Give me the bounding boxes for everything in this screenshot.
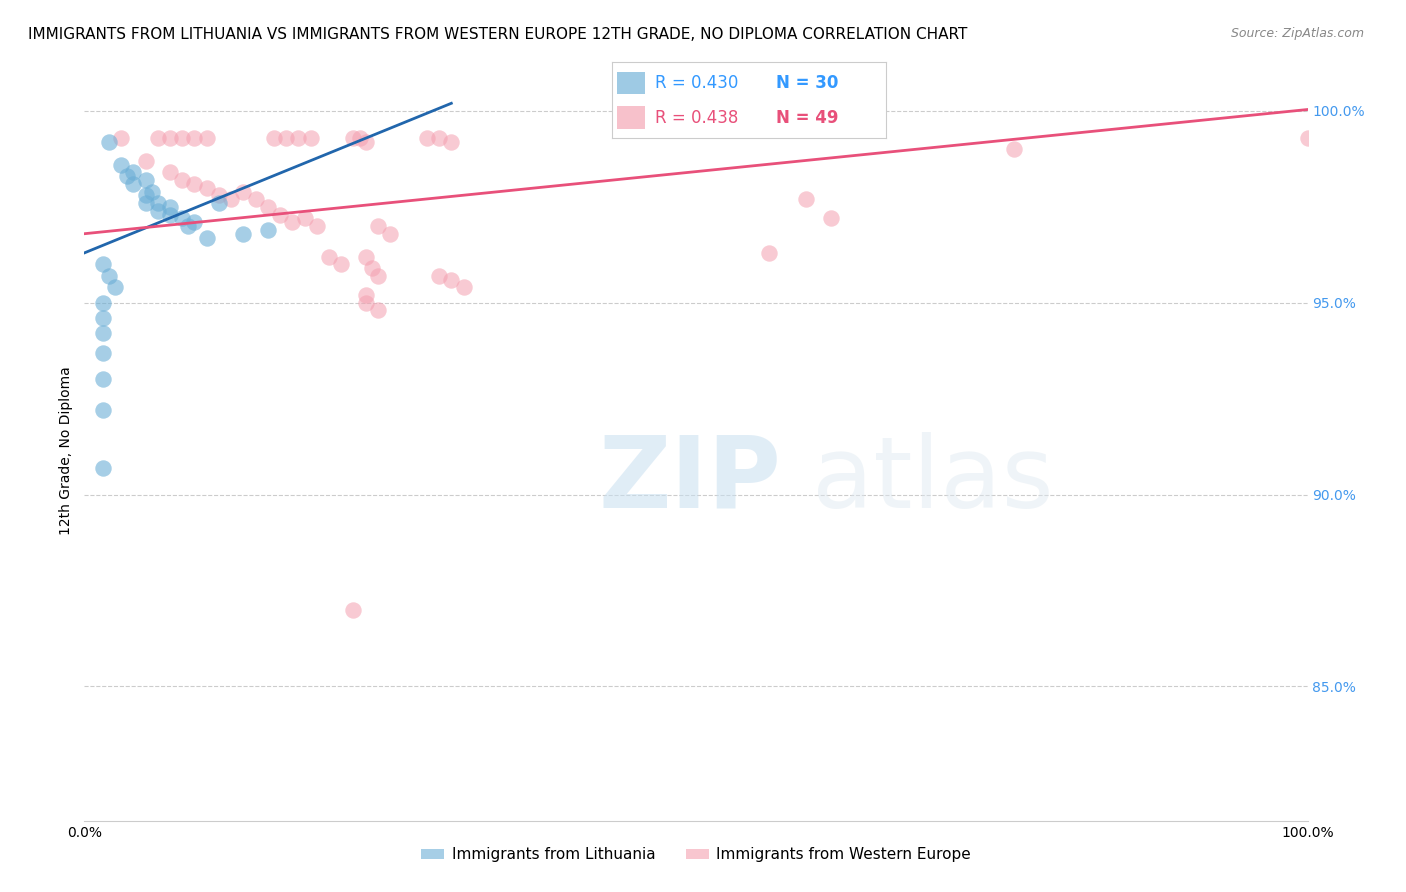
Point: [91, 403, 114, 417]
Point: [91, 257, 114, 271]
Bar: [617, 106, 644, 129]
Point: [219, 192, 242, 206]
Point: [159, 165, 181, 179]
Text: atlas: atlas: [813, 432, 1054, 529]
Point: [172, 211, 194, 226]
Point: [208, 188, 231, 202]
Point: [232, 185, 254, 199]
Point: [122, 165, 145, 179]
Text: N = 30: N = 30: [776, 74, 838, 92]
Point: [349, 131, 371, 145]
Point: [380, 227, 402, 241]
Point: [354, 288, 377, 302]
Point: [367, 268, 389, 283]
Point: [110, 131, 132, 145]
Point: [416, 131, 439, 145]
Point: [245, 192, 267, 206]
Point: [360, 261, 382, 276]
Point: [269, 208, 291, 222]
Point: [794, 192, 817, 206]
Point: [195, 230, 218, 244]
Point: [146, 203, 169, 218]
Point: [305, 219, 328, 233]
Text: Source: ZipAtlas.com: Source: ZipAtlas.com: [1230, 27, 1364, 40]
Point: [159, 208, 181, 222]
Text: R = 0.438: R = 0.438: [655, 109, 738, 127]
Point: [97, 268, 120, 283]
Point: [294, 211, 316, 226]
Point: [820, 211, 842, 226]
Point: [440, 273, 463, 287]
Point: [110, 158, 132, 172]
Point: [172, 173, 194, 187]
Point: [195, 131, 218, 145]
Point: [91, 311, 114, 326]
Point: [115, 169, 138, 184]
Point: [354, 135, 377, 149]
Point: [276, 131, 298, 145]
Point: [342, 131, 364, 145]
Text: R = 0.430: R = 0.430: [655, 74, 738, 92]
Point: [159, 200, 181, 214]
Point: [354, 295, 377, 310]
Point: [453, 280, 475, 294]
Point: [91, 345, 114, 359]
Point: [104, 280, 127, 294]
Point: [281, 215, 304, 229]
Point: [91, 295, 114, 310]
Point: [195, 180, 218, 194]
Point: [427, 131, 450, 145]
Legend: Immigrants from Lithuania, Immigrants from Western Europe: Immigrants from Lithuania, Immigrants fr…: [415, 841, 977, 869]
Point: [354, 250, 377, 264]
Point: [330, 257, 353, 271]
Point: [141, 185, 163, 199]
Bar: [617, 71, 644, 95]
Point: [1002, 142, 1025, 156]
Point: [97, 135, 120, 149]
Y-axis label: 12th Grade, No Diploma: 12th Grade, No Diploma: [59, 366, 73, 535]
Point: [146, 196, 169, 211]
Point: [91, 460, 114, 475]
Point: [367, 219, 389, 233]
Point: [367, 303, 389, 318]
Point: [172, 131, 194, 145]
Point: [135, 153, 157, 168]
Point: [208, 196, 231, 211]
Point: [183, 131, 205, 145]
Point: [122, 177, 145, 191]
Point: [318, 250, 340, 264]
Point: [91, 372, 114, 386]
Point: [91, 326, 114, 341]
Point: [263, 131, 285, 145]
Point: [135, 196, 157, 211]
Point: [146, 131, 169, 145]
Text: N = 49: N = 49: [776, 109, 838, 127]
Point: [1296, 131, 1319, 145]
Point: [232, 227, 254, 241]
Point: [758, 246, 780, 260]
Point: [287, 131, 309, 145]
Point: [440, 135, 463, 149]
Point: [177, 219, 200, 233]
Point: [159, 131, 181, 145]
Text: ZIP: ZIP: [598, 432, 780, 529]
Point: [257, 200, 280, 214]
Point: [342, 602, 364, 616]
Point: [427, 268, 450, 283]
Text: IMMIGRANTS FROM LITHUANIA VS IMMIGRANTS FROM WESTERN EUROPE 12TH GRADE, NO DIPLO: IMMIGRANTS FROM LITHUANIA VS IMMIGRANTS …: [28, 27, 967, 42]
Point: [299, 131, 322, 145]
Point: [135, 173, 157, 187]
Point: [183, 215, 205, 229]
Point: [257, 223, 280, 237]
Point: [135, 188, 157, 202]
Point: [183, 177, 205, 191]
